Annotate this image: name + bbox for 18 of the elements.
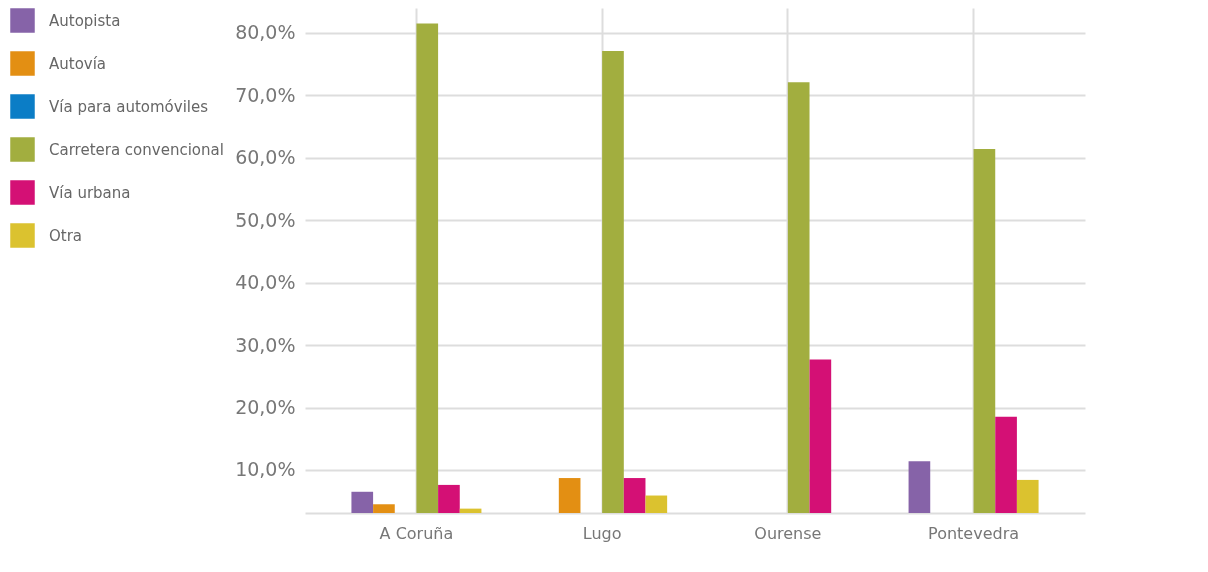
y-tick-label: 30,0% — [235, 333, 296, 356]
y-tick-label: 80,0% — [235, 21, 296, 44]
legend-label: Vía urbana — [49, 183, 131, 202]
y-tick-label: 40,0% — [235, 271, 296, 294]
y-tick-label: 70,0% — [235, 83, 296, 106]
legend-label: Autopista — [49, 11, 121, 30]
legend-label: Autovía — [49, 54, 107, 73]
y-tick-label: 50,0% — [235, 208, 296, 231]
x-tick-label: Pontevedra — [928, 523, 1020, 543]
x-tick-label: A Coruña — [379, 523, 454, 543]
x-tick-label: Ourense — [754, 523, 822, 543]
y-tick-label: 20,0% — [235, 396, 296, 419]
legend-label: Vía para automóviles — [49, 97, 209, 116]
legend-label: Carretera convencional — [49, 140, 224, 159]
x-tick-label: Lugo — [582, 523, 622, 543]
y-tick-label: 10,0% — [235, 458, 296, 481]
y-tick-label: 60,0% — [235, 146, 296, 169]
legend-label: Otra — [49, 226, 83, 245]
